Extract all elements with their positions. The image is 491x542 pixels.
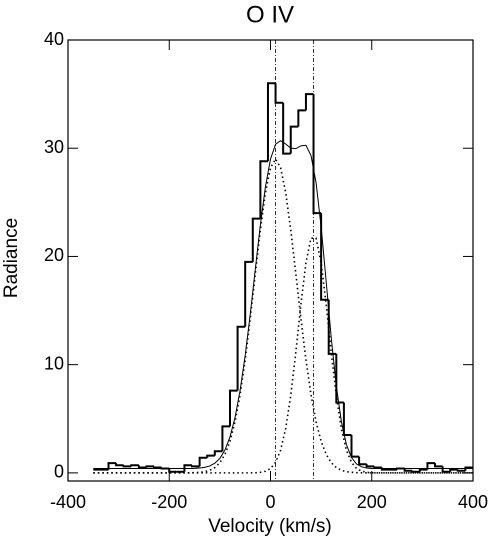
histogram-step	[449, 468, 458, 472]
histogram-step	[130, 464, 139, 467]
histogram-step	[145, 465, 155, 468]
histogram-step	[107, 462, 117, 470]
histogram-step	[464, 466, 473, 471]
histogram-step	[122, 465, 132, 468]
histogram-step	[434, 463, 443, 468]
histogram-step	[320, 213, 329, 301]
y-tick-label: 10	[44, 353, 64, 373]
x-tick-label: 400	[458, 492, 488, 512]
histogram-step	[236, 325, 246, 391]
histogram-step	[153, 466, 162, 469]
histogram-step	[335, 353, 344, 404]
histogram-step	[259, 160, 268, 219]
histogram-step	[373, 466, 382, 469]
x-tick-label: -400	[50, 492, 86, 512]
histogram-step	[282, 102, 291, 155]
histogram-step	[137, 465, 147, 469]
histogram-step	[266, 82, 276, 162]
histogram-step	[426, 462, 436, 470]
histogram-step	[274, 83, 284, 104]
histogram-step	[191, 465, 200, 468]
chart-title: O IV	[246, 1, 294, 28]
x-tick-label: -200	[151, 492, 187, 512]
x-tick-label: 0	[265, 492, 275, 512]
histogram-step	[251, 217, 261, 262]
histogram-step	[229, 389, 238, 427]
component-curve	[93, 157, 473, 474]
histogram-step	[221, 425, 230, 452]
histogram-step	[365, 464, 375, 468]
histogram-step	[289, 125, 299, 154]
y-tick-label: 0	[54, 462, 64, 482]
histogram-step	[312, 94, 322, 215]
histogram-step	[327, 299, 337, 355]
x-tick-label: 200	[357, 492, 387, 512]
component-curve	[93, 237, 473, 474]
histogram-step	[456, 469, 466, 472]
fit-curve	[93, 140, 473, 470]
y-axis-label: Radiance	[1, 218, 22, 298]
histogram-step	[206, 454, 215, 458]
y-tick-label: 20	[44, 245, 64, 265]
histogram-step	[304, 93, 314, 111]
histogram-step	[350, 435, 360, 458]
plot-frame	[67, 39, 474, 482]
histogram-step	[358, 456, 367, 466]
histogram-step	[198, 456, 208, 467]
histogram-step	[418, 468, 428, 472]
histogram-step	[411, 470, 420, 473]
histogram-step	[441, 466, 451, 473]
histogram-step	[213, 450, 223, 456]
histogram-step	[168, 468, 177, 473]
y-tick-label: 30	[44, 137, 64, 157]
histogram-step	[342, 402, 352, 437]
histogram-step	[244, 260, 253, 327]
histogram-step	[183, 464, 193, 472]
histogram-step	[115, 463, 124, 467]
x-axis-label: Velocity (km/s)	[208, 516, 332, 537]
histogram-step	[297, 109, 306, 127]
histogram-step	[403, 468, 413, 472]
y-tick-label: 40	[44, 29, 64, 49]
